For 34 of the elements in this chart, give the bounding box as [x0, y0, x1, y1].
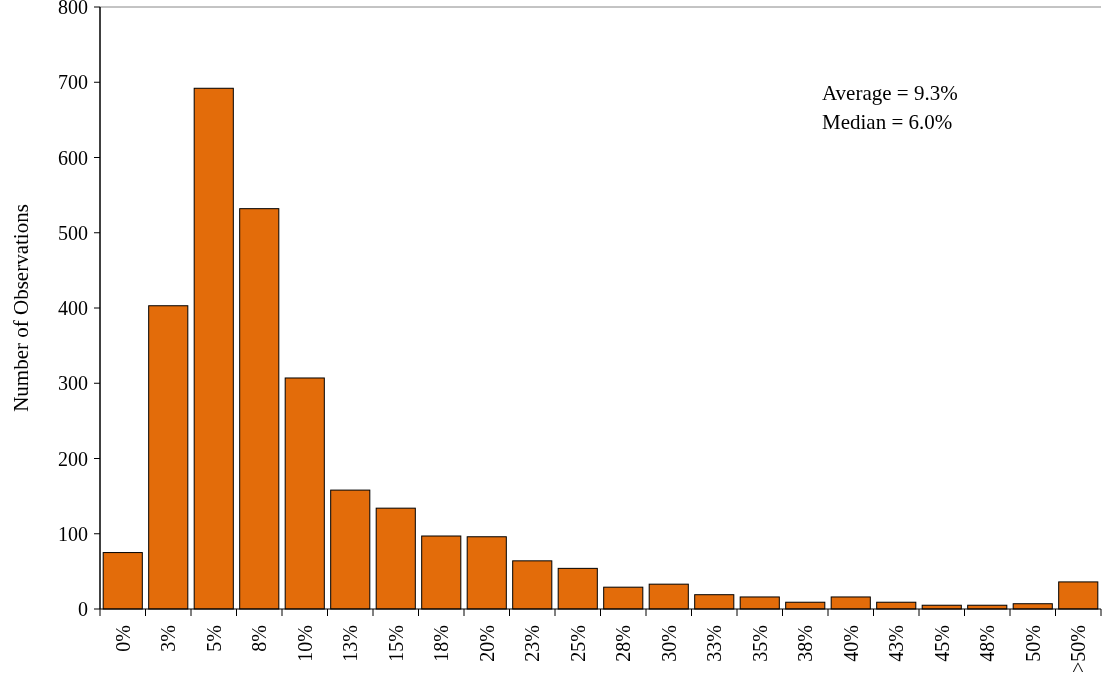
- x-tick-label: 13%: [339, 625, 362, 662]
- x-tick-label: 45%: [930, 625, 953, 662]
- y-tick-label: 100: [58, 522, 88, 545]
- y-tick-label: 500: [58, 221, 88, 244]
- x-tick-label: 5%: [202, 625, 225, 652]
- x-tick-label: 10%: [293, 625, 316, 662]
- x-tick-label: 43%: [885, 625, 908, 662]
- annotation: Median = 6.0%: [822, 110, 953, 134]
- y-tick-label: 400: [58, 297, 88, 319]
- y-tick-label: 300: [58, 372, 88, 395]
- x-tick-label: >50%: [1067, 625, 1090, 673]
- x-tick-label: 35%: [748, 625, 771, 662]
- x-tick-label: 30%: [657, 625, 680, 662]
- x-tick-label: 40%: [839, 625, 862, 662]
- x-tick-label: 48%: [976, 625, 999, 662]
- x-tick-label: 18%: [430, 625, 453, 662]
- y-tick-label: 0: [78, 598, 88, 620]
- x-tick-label: 0%: [111, 625, 134, 652]
- x-tick-label: 38%: [794, 625, 817, 662]
- x-tick-label: 15%: [384, 625, 407, 662]
- x-tick-label: 3%: [157, 625, 180, 652]
- x-tick-label: 8%: [248, 625, 271, 652]
- y-axis-title: Number of Observations: [9, 204, 33, 412]
- y-tick-label: 200: [58, 447, 88, 470]
- y-tick-label: 600: [58, 146, 88, 169]
- x-tick-label: 23%: [521, 625, 544, 662]
- x-tick-label: 50%: [1021, 625, 1044, 662]
- x-tick-label: 28%: [612, 625, 635, 662]
- x-tick-label: 20%: [475, 625, 498, 662]
- annotation: Average = 9.3%: [822, 81, 958, 105]
- y-tick-label: 800: [58, 0, 88, 18]
- x-tick-label: 33%: [703, 625, 726, 662]
- x-tick-label: 25%: [566, 625, 589, 662]
- y-tick-label: 700: [58, 71, 88, 94]
